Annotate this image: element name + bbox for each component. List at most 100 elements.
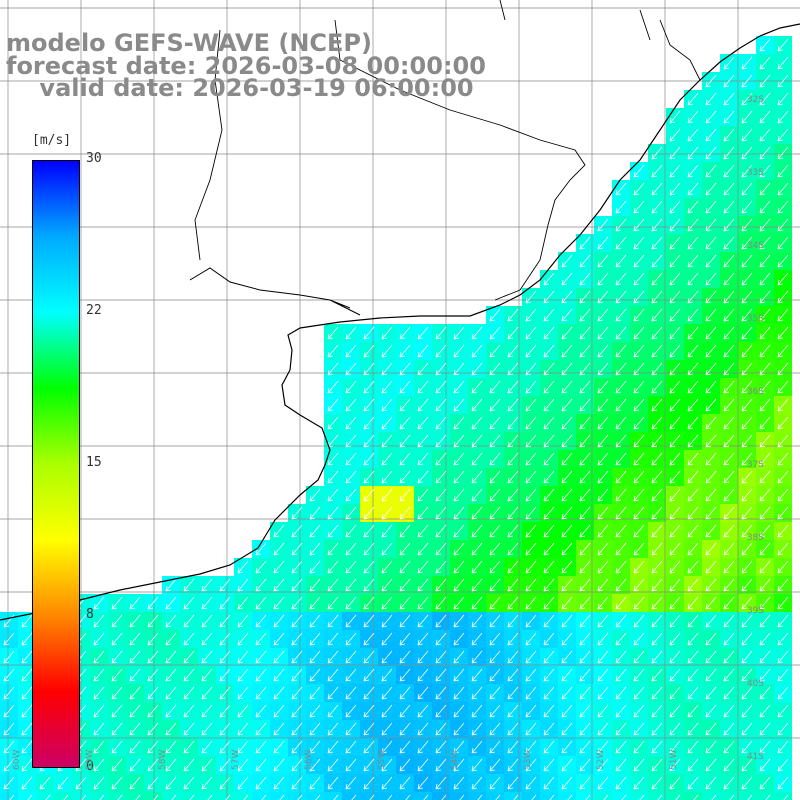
wind-cell [270,792,288,800]
wind-arrow [705,506,717,520]
wind-arrow [327,722,339,736]
wind-arrow [39,776,51,790]
wind-arrow [651,668,663,682]
wind-arrow [705,542,717,556]
wind-arrow [741,218,753,232]
wind-arrow [399,506,411,520]
colorbar-tick: 15 [86,455,102,470]
wind-arrow [777,272,789,286]
wind-arrow [543,416,555,430]
wind-arrow [201,596,213,610]
latitude-label: 35S [746,314,764,324]
wind-arrow [561,416,573,430]
wind-arrow [435,686,447,700]
wind-arrow [219,668,231,682]
wind-arrow [687,362,699,376]
wind-arrow [381,344,393,358]
wind-arrow [687,614,699,628]
wind-arrow [489,416,501,430]
wind-arrow [705,434,717,448]
wind-arrow [741,758,753,772]
wind-arrow [291,596,303,610]
wind-arrow [219,776,231,790]
wind-arrow [507,398,519,412]
wind-arrow [651,146,663,160]
wind-arrow [705,668,717,682]
wind-arrow [237,722,249,736]
wind-arrow [489,560,501,574]
wind-arrow [597,542,609,556]
wind-arrow [705,74,717,88]
wind-arrow [741,128,753,142]
wind-arrow [669,740,681,754]
wind-arrow [453,560,465,574]
wind-arrow [525,398,537,412]
wind-arrow [705,524,717,538]
wind-arrow [759,596,771,610]
wind-arrow [777,416,789,430]
wind-arrow [273,578,285,592]
wind-arrow [777,74,789,88]
wind-arrow [111,758,123,772]
wind-arrow [363,344,375,358]
wind-arrow [93,686,105,700]
wind-arrow [723,668,735,682]
wind-arrow [723,488,735,502]
wind-arrow [399,434,411,448]
wind-arrow [777,56,789,70]
wind-arrow [201,650,213,664]
wind-arrow [777,254,789,268]
wind-arrow [471,596,483,610]
wind-arrow [597,452,609,466]
wind-arrow [237,668,249,682]
wind-arrow [219,740,231,754]
wind-arrow [309,524,321,538]
wind-arrow [633,236,645,250]
wind-arrow [633,506,645,520]
wind-arrow [651,578,663,592]
wind-arrow [63,794,69,800]
wind-arrow [777,362,789,376]
wind-arrow [129,632,141,646]
wind-arrow [291,758,303,772]
wind-arrow [273,632,285,646]
wind-arrow [327,650,339,664]
wind-arrow [777,236,789,250]
latitude-label: 34S [746,241,764,251]
wind-arrow [525,506,537,520]
wind-arrow [363,362,375,376]
wind-arrow [453,614,465,628]
wind-arrow [705,272,717,286]
wind-arrow [309,704,321,718]
wind-arrow [543,560,555,574]
wind-arrow [615,470,627,484]
wind-arrow [561,524,573,538]
wind-arrow [507,380,519,394]
wind-cell [504,792,522,800]
wind-arrow [381,380,393,394]
wind-arrow [237,704,249,718]
wind-arrow [579,326,591,340]
wind-arrow [615,578,627,592]
wind-arrow [291,776,303,790]
wind-arrow [327,668,339,682]
wind-arrow [597,614,609,628]
wind-arrow [183,614,195,628]
wind-arrow [579,506,591,520]
wind-arrow [327,416,339,430]
wind-arrow [633,380,645,394]
wind-arrow [435,434,447,448]
wind-arrow [777,578,789,592]
wind-arrow [687,92,699,106]
wind-arrow [741,164,753,178]
wind-arrow [669,380,681,394]
wind-arrow [543,326,555,340]
wind-arrow [615,398,627,412]
wind-arrow [327,398,339,412]
wind-arrow [633,254,645,268]
wind-arrow [507,326,519,340]
wind-arrow [615,290,627,304]
colorbar-unit: [m/s] [32,133,72,148]
wind-arrow [381,668,393,682]
wind-cell [324,792,342,800]
